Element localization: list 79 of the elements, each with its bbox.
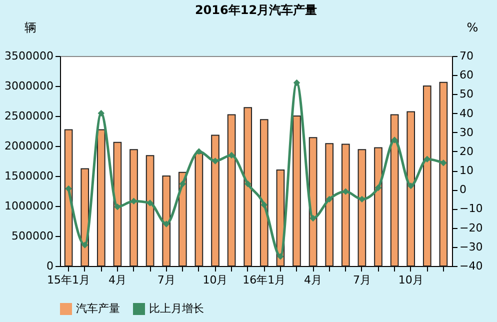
point xyxy=(374,184,382,192)
y-tick-label: 500000 xyxy=(12,230,54,242)
y2-tick-label: 40 xyxy=(460,106,474,120)
x-tick-label: 4月 xyxy=(108,274,126,286)
x-tick-label: 7月 xyxy=(157,274,176,286)
x-tick-label: 16年1月 xyxy=(242,274,286,286)
bar xyxy=(439,82,448,266)
y2-tick-label: 70 xyxy=(460,50,474,62)
bar xyxy=(146,155,154,266)
point xyxy=(163,220,170,228)
point xyxy=(146,200,154,206)
bar xyxy=(130,149,138,266)
bar xyxy=(96,129,106,266)
point xyxy=(326,196,333,203)
bar xyxy=(358,149,366,266)
point xyxy=(358,196,366,203)
bar xyxy=(406,111,416,266)
point xyxy=(424,156,430,162)
bar xyxy=(80,168,90,266)
y2-tick-label: −30 xyxy=(460,240,483,254)
x-tick-label: 7月 xyxy=(352,274,371,286)
point xyxy=(293,79,300,86)
point xyxy=(196,148,202,155)
bar xyxy=(422,86,432,266)
bar xyxy=(211,134,220,266)
y2-tick-label: 30 xyxy=(460,126,474,139)
point xyxy=(65,185,72,192)
y2-tick-label: −20 xyxy=(460,221,483,234)
y-tick-label: 0 xyxy=(46,260,54,272)
bar xyxy=(390,114,399,266)
point xyxy=(114,203,121,210)
point xyxy=(228,152,235,159)
y2-tick-label: 0 xyxy=(460,183,466,196)
bar xyxy=(308,137,318,266)
chart-title: 2016年12月汽车产量 xyxy=(194,3,318,17)
bar xyxy=(113,142,122,266)
x-tick-label: 4月 xyxy=(304,274,322,286)
y-tick-label: 2000000 xyxy=(4,140,54,152)
point xyxy=(98,110,105,117)
bar xyxy=(325,143,334,266)
point xyxy=(310,214,316,222)
bar xyxy=(292,116,301,266)
bar xyxy=(341,144,350,266)
point xyxy=(179,180,186,188)
y-tick-label: 3500000 xyxy=(4,50,54,62)
x-tick-label: 10月 xyxy=(202,274,228,286)
point xyxy=(391,136,398,144)
point xyxy=(342,188,349,195)
bar xyxy=(374,147,382,266)
point xyxy=(440,160,447,166)
y2-tick-label: 10 xyxy=(460,164,474,178)
bar xyxy=(260,119,268,266)
bar xyxy=(178,172,187,266)
y2-tick-label: 20 xyxy=(460,144,474,158)
point xyxy=(244,180,252,188)
point xyxy=(260,202,268,208)
legend-label: 汽车产量 xyxy=(76,302,120,315)
y2-tick-label: 50 xyxy=(460,88,474,101)
y2-tick-label: −40 xyxy=(460,260,483,272)
point xyxy=(277,253,284,260)
y2-tick-label: −10 xyxy=(460,202,483,216)
point xyxy=(407,182,414,190)
bar xyxy=(162,176,171,266)
y-tick-label: 3000000 xyxy=(4,80,54,92)
y-tick-label: 1000000 xyxy=(4,200,54,212)
bar xyxy=(244,107,252,266)
bar xyxy=(64,129,73,266)
bar xyxy=(194,152,204,266)
point xyxy=(82,242,88,248)
y-tick-label: 2500000 xyxy=(4,110,54,122)
y-tick-label: 1500000 xyxy=(4,170,54,182)
x-tick-label: 10月 xyxy=(398,274,424,286)
y-axis-title: 辆 xyxy=(24,20,36,34)
y2-axis-title: % xyxy=(466,20,478,34)
y2-tick-label: 60 xyxy=(460,68,474,82)
x-tick-label: 15年1月 xyxy=(47,274,90,286)
legend-label: 比上月增长 xyxy=(149,302,204,315)
bar xyxy=(227,114,236,266)
point xyxy=(212,158,219,164)
